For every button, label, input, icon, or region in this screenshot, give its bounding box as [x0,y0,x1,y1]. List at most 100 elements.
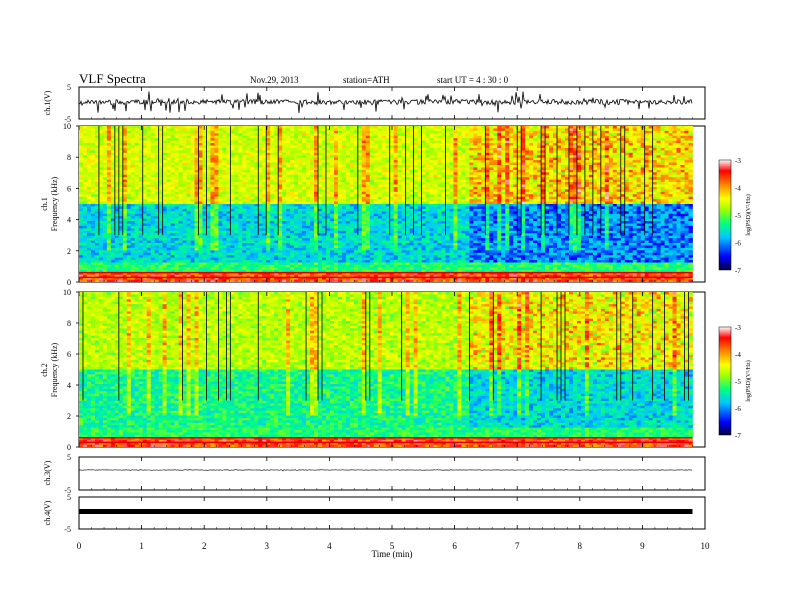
spectrogram-cell [106,135,112,139]
spectrogram-cell [146,208,152,212]
spectrogram-cell [353,252,359,256]
spectrogram-cell [194,140,199,144]
spectrogram-cell [262,140,267,144]
spectrogram-cell [214,133,219,137]
spectrogram-cell [306,172,311,176]
spectrogram-cell [102,177,108,181]
spectrogram-cell [166,211,172,215]
spectrogram-cell [294,157,299,161]
spectrogram-cell [146,174,152,178]
spectrogram-cell [146,277,152,280]
spectrogram-cell [122,208,128,212]
spectrogram-cell [186,269,191,273]
spectrogram-cell [79,130,84,134]
spectrogram-cell [226,184,231,188]
spectrogram-cell [290,174,295,178]
spectrogram-cell [214,162,219,166]
spectrogram-cell [282,269,287,273]
spectrogram-cell [258,223,263,227]
spectrogram-cell [162,213,168,217]
spectrogram-cell [361,223,367,227]
spectrogram-cell [333,211,339,215]
spectrogram-cell [122,221,128,224]
spectrogram-cell [198,194,203,198]
spectrogram-cell [102,247,108,251]
spectrogram-cell [337,223,343,227]
spectrogram-cell [186,152,191,156]
spectrogram-cell [286,252,291,256]
spectrogram-cell [258,191,263,195]
spectrogram-cell [114,223,120,227]
spectrogram-cell [369,147,375,151]
spectrogram-cell [94,177,100,181]
spectrogram-cell [110,204,116,207]
spectrogram-cell [138,257,144,261]
spectrogram-cell [294,150,299,154]
spectrogram-cell [377,250,383,254]
spectrogram-cell [150,264,156,268]
spectrogram-cell [286,145,291,149]
spectrogram-cell [174,177,179,181]
spectrogram-cell [302,274,307,278]
spectrogram-cell [178,228,183,232]
spectrogram-cell [270,274,275,278]
spectrogram-cell [206,260,211,263]
spectrogram-cell [318,235,323,239]
spectrogram-cell [373,262,379,266]
spectrogram-cell [373,235,379,239]
spectrogram-cell [218,218,223,222]
spectrogram-cell [210,138,215,142]
spectrogram-cell [377,218,383,222]
spectrogram-cell [314,204,319,207]
spectrogram-cell [190,152,195,156]
spectrogram-cell [98,269,104,273]
spectrogram-cell [381,174,387,178]
spectrogram-cell [377,177,383,181]
spectrogram-cell [306,204,311,207]
spectrogram-cell [142,274,148,278]
spectrogram-cell [102,213,108,217]
spectrogram-cell [246,182,251,185]
spectrogram-cell [218,174,223,178]
spectrogram-cell [298,277,303,280]
spectrogram-cell [162,277,168,280]
spectrogram-cell [118,250,124,254]
spectrogram-cell [314,201,319,205]
spectrogram-cell [254,230,259,234]
spectrogram-cell [206,169,211,173]
spectrogram-cell [198,157,203,161]
spectrogram-cell [214,160,219,163]
spectrogram-cell [134,262,140,266]
spectrogram-cell [282,130,287,134]
spectrogram-cell [146,245,152,249]
spectrogram-cell [246,160,251,163]
spectrogram-cell [154,152,160,156]
spectrogram-cell [381,135,387,139]
spectrogram-cell [186,267,191,271]
spectrogram-cell [318,152,323,156]
spectrogram-cell [325,172,331,176]
spectrogram-cell [238,165,243,168]
spectrogram-cell [130,240,136,244]
spectrogram-cell [310,126,315,129]
spectrogram-cell [182,145,187,149]
spectrogram-cell [82,157,88,161]
spectrogram-cell [166,267,172,271]
spectrogram-cell [329,255,335,259]
spectrogram-cell [106,211,112,215]
spectrogram-cell [150,191,156,195]
spectrogram-cell [246,221,251,224]
spectrogram-cell [246,204,251,207]
spectrogram-cell [118,165,124,168]
spectrogram-cell [302,162,307,166]
spectrogram-cell [381,199,387,202]
spectrogram-cell [278,189,283,193]
spectrogram-cell [286,213,291,217]
spectrogram-cell [250,274,255,278]
spectrogram-cell [290,143,295,146]
spectrogram-cell [162,130,168,134]
spectrogram-cell [110,133,116,137]
spectrogram-cell [146,235,152,239]
spectrogram-cell [126,160,132,163]
